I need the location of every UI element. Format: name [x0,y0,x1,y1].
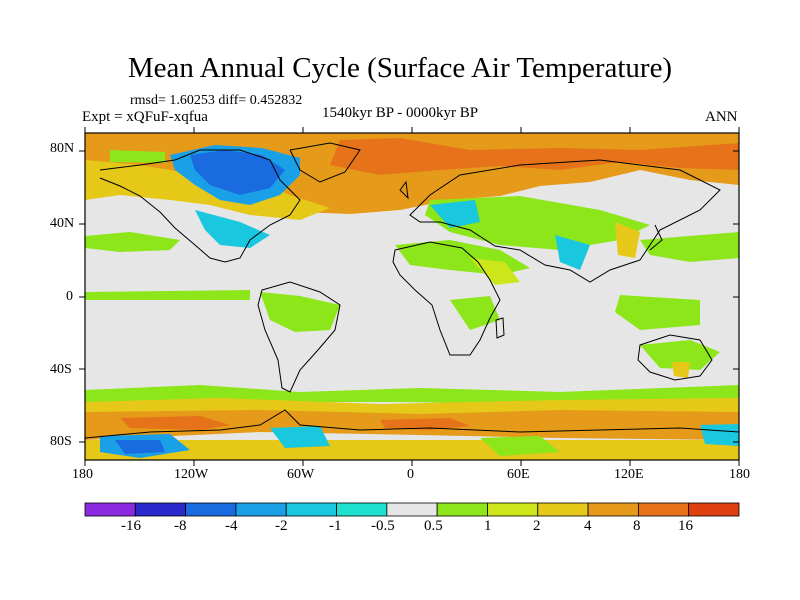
anomaly-region [555,235,590,270]
colorbar-label: -4 [225,518,238,534]
anomaly-region [85,290,250,300]
anomaly-region [430,200,480,228]
lat-label-40s: 40S [50,362,72,377]
colorbar-swatch [386,502,438,517]
anomaly-region [470,258,520,285]
lon-label-180e: 180 [729,467,750,482]
colorbar-swatch [185,502,237,517]
coastline-greenland [289,142,361,183]
anomaly-region [380,418,470,430]
lon-label-120w: 120W [174,467,209,482]
anomaly-region [110,150,165,163]
colorbar-swatch [84,502,136,517]
anomaly-region [115,440,165,454]
colorbar-swatch [637,502,690,517]
colorbar-label: -0.5 [371,518,395,534]
colorbar-swatch [336,502,388,517]
anomaly-region [190,150,285,195]
anomaly-region [700,424,739,446]
colorbar-label: 0.5 [424,518,443,534]
coastline-uk [399,180,409,200]
anomaly-region [672,362,690,378]
anomaly-region [85,440,739,460]
colorbar [84,502,740,517]
experiment-label: Expt = xQFuF-xqfua [82,109,208,125]
coastline-madagascar [495,317,505,339]
lon-label-60e: 60E [507,467,530,482]
anomaly-region [450,296,500,330]
rmsd-diff-stats: rmsd= 1.60253 diff= 0.452832 [130,93,303,108]
anomaly-region [270,426,330,448]
map-title: Mean Annual Cycle (Surface Air Temperatu… [127,52,673,84]
colorbar-swatch [134,502,187,517]
colorbar-label: 4 [584,518,592,534]
coastline-antarctica [85,409,739,439]
anomaly-region [120,416,230,430]
anomaly-region [260,292,340,332]
anomaly-region [425,196,650,250]
axis-ticks [79,127,740,466]
colorbar-label: -1 [329,518,342,534]
lon-label-120e: 120E [614,467,644,482]
coastline-australia [637,334,713,381]
coastline-japan [649,224,663,251]
colorbar-label: 8 [633,518,641,534]
anomaly-region [615,222,640,258]
colorbar-swatch [285,502,337,517]
lat-label-80n: 80N [50,141,75,156]
colorbar-label: 1 [484,518,492,534]
colorbar-swatch [537,502,589,517]
lon-label-60w: 60W [287,467,315,482]
lon-label-0: 0 [407,467,414,482]
anomaly-region [615,295,700,330]
coastlines [85,142,739,439]
colorbar-swatch [487,502,539,517]
anomaly-region [640,340,720,370]
colorbar-swatch [235,502,287,517]
anomaly-region [85,232,180,252]
lon-label-180w: 180 [72,467,93,482]
colorbar-label: -8 [174,518,187,534]
period-label: 1540kyr BP - 0000kyr BP [322,105,479,121]
anomaly-region [480,436,560,456]
colorbar-label: -16 [121,518,141,534]
colorbar-label: 16 [678,518,693,534]
colorbar-swatch [587,502,639,517]
colorbar-label: 2 [533,518,541,534]
coastline-africa [392,241,501,356]
lat-label-80s: 80S [50,434,72,449]
lat-label-40n: 40N [50,216,75,231]
colorbar-swatch [688,502,740,517]
coastline-north-america [99,149,301,263]
colorbar-swatch [436,502,488,517]
season-label: ANN [705,109,738,125]
anomaly-region [640,232,739,262]
colorbar-label: -2 [275,518,288,534]
coastline-eurasia [409,159,721,283]
lat-label-0: 0 [66,289,73,304]
anomaly-region [330,138,739,175]
coastline-south-america [257,281,341,393]
